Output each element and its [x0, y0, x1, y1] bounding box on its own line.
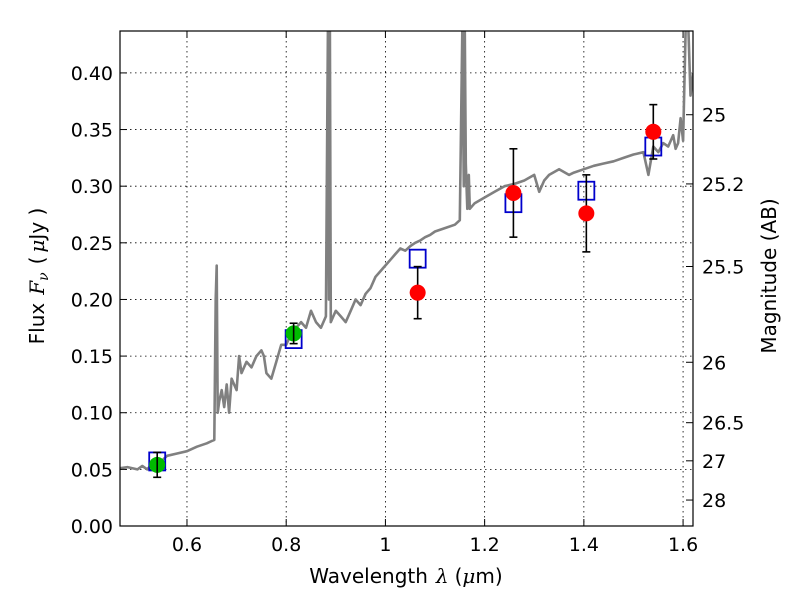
y-axis-label-subscript: ν	[36, 272, 52, 281]
x-axis-label-unit-open: (	[455, 564, 463, 588]
data-series	[120, 31, 693, 479]
x-axis-label-unit-mu: μ	[462, 564, 475, 588]
y-tick-label: 0.10	[71, 403, 113, 425]
x-tick-label: 1.2	[470, 534, 500, 556]
x-axis-label-unit-rest: m)	[475, 564, 502, 588]
y2-tick-label: 26.5	[702, 413, 744, 435]
y2-tick-label: 25.2	[702, 174, 744, 196]
y-tick-label: 0.15	[71, 346, 113, 368]
y-tick-label: 0.00	[71, 516, 113, 538]
y2-tick-label: 26	[702, 352, 726, 374]
y-axis-label-unit-open: (	[25, 257, 49, 265]
y2-axis-label: Magnitude (AB)	[757, 198, 781, 353]
y-axis-label-symbol: F	[25, 280, 49, 296]
x-axis-label: Wavelength λ (μm)	[309, 564, 502, 588]
y2-tick-label: 25	[702, 105, 726, 127]
y-tick-label: 0.20	[71, 289, 113, 311]
y-axis-label-unit-mu: μ	[25, 240, 49, 253]
y2-tick-label: 25.5	[702, 257, 744, 279]
y-axis-label: Flux Fν ( μJy )	[25, 208, 52, 345]
plot-frame	[119, 30, 694, 527]
y-tick-label: 0.40	[71, 63, 113, 85]
space-photometry-point	[505, 184, 522, 201]
x-tick-label: 1	[379, 534, 391, 556]
y-tick-label: 0.30	[71, 176, 113, 198]
model-spectrum-line	[120, 31, 693, 471]
y-axis-label-unit-rest: Jy )	[25, 208, 49, 242]
y-tick-label: 0.05	[71, 459, 113, 481]
x-axis-label-text: Wavelength	[309, 564, 428, 588]
x-tick-label: 0.6	[172, 534, 202, 556]
axes: 0.6 0.8 1 1.2 1.4 1.6 0.00 0.05 0.10 0.15 0.20 0.25…	[71, 30, 744, 556]
x-tick-label: 1.4	[569, 534, 599, 556]
x-tick-label: 0.8	[271, 534, 301, 556]
y-axis-label-text: Flux	[25, 303, 49, 345]
y-tick-label: 0.35	[71, 120, 113, 142]
y2-tick-label: 27	[702, 451, 726, 473]
space-photometry-point	[578, 205, 595, 222]
space-photometry-point	[645, 123, 662, 140]
space-photometry-point	[409, 284, 426, 301]
x-axis-label-symbol: λ	[435, 564, 449, 588]
y-tick-label: 0.25	[71, 233, 113, 255]
x-tick-label: 1.6	[668, 534, 698, 556]
y2-tick-label: 28	[702, 490, 726, 512]
